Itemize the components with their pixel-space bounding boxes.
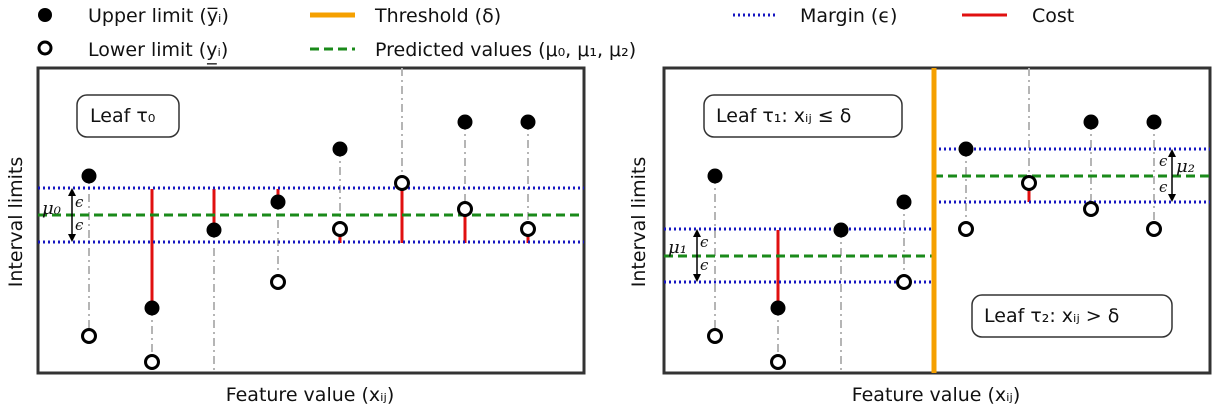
leaf-tau2-box <box>971 294 1173 338</box>
right-eps1-arrow <box>693 229 701 282</box>
upper-point <box>144 300 160 316</box>
arrow-up-icon <box>68 188 76 196</box>
left-panel: μ₀ ϵ ϵ Leaf τ₀ Feature value (xᵢⱼ) Inter… <box>5 66 586 406</box>
legend: Upper limit (y̅ᵢ) Lower limit (y̲ᵢ) Thre… <box>37 5 1074 65</box>
eps1-top-label: ϵ <box>700 233 709 251</box>
upper-point <box>958 141 974 157</box>
upper-point <box>833 222 849 238</box>
legend-upper: Upper limit (y̅ᵢ) <box>38 5 229 27</box>
legend-lower: Lower limit (y̲ᵢ) <box>37 39 228 65</box>
eps-top-label: ϵ <box>75 193 84 211</box>
lower-point <box>394 175 410 191</box>
arrow-up-icon <box>1168 149 1176 157</box>
right-lower-points <box>707 175 1162 370</box>
upper-point <box>770 300 786 316</box>
upper-point <box>457 114 473 130</box>
left-xlabel: Feature value (xᵢⱼ) <box>226 384 395 406</box>
mu0-label: μ₀ <box>42 198 61 219</box>
lower-point <box>707 328 723 344</box>
lower-point <box>520 221 536 237</box>
left-eps-arrow <box>68 188 76 242</box>
arrow-down-icon <box>693 274 701 282</box>
legend-cost: Cost <box>962 5 1074 27</box>
eps2-top-label: ϵ <box>1159 152 1168 170</box>
upper-point <box>520 114 536 130</box>
eps1-bottom-label: ϵ <box>700 256 709 274</box>
mu1-label: μ₁ <box>668 237 687 258</box>
lower-point <box>81 328 97 344</box>
legend-threshold: Threshold (δ) <box>310 5 501 27</box>
lower-point <box>896 274 912 290</box>
lower-point <box>1021 175 1037 191</box>
right-eps2-arrow <box>1168 149 1176 202</box>
leaf-tau2-label: Leaf τ₂: xᵢⱼ > δ <box>984 305 1119 327</box>
upper-point <box>1083 114 1099 130</box>
upper-point <box>206 222 222 238</box>
legend-upper-label: Upper limit (y̅ᵢ) <box>88 5 229 27</box>
right-panel: μ₁ ϵ ϵ μ₂ ϵ ϵ <box>628 66 1212 406</box>
lower-point <box>457 201 473 217</box>
arrow-up-icon <box>693 229 701 237</box>
lower-point <box>332 221 348 237</box>
leaf-tau0-box <box>76 94 180 138</box>
eps-bottom-label: ϵ <box>75 216 84 234</box>
leaf-tau1-label: Leaf τ₁: xᵢⱼ ≤ δ <box>716 105 851 127</box>
mu2-label: μ₂ <box>1176 156 1195 177</box>
lower-point <box>144 354 160 370</box>
upper-point <box>896 194 912 210</box>
upper-point <box>707 168 723 184</box>
legend-lower-label: Lower limit (y̲ᵢ) <box>88 39 228 65</box>
legend-cost-label: Cost <box>1032 5 1074 27</box>
upper-point <box>81 168 97 184</box>
right-ylabel: Interval limits <box>628 157 650 288</box>
lower-point <box>1146 221 1162 237</box>
lower-point <box>270 274 286 290</box>
legend-margin: Margin (ϵ) <box>733 5 897 27</box>
lower-point <box>1083 201 1099 217</box>
right-costs <box>776 189 1031 308</box>
legend-predicted: Predicted values (μ₀, μ₁, μ₂) <box>310 39 636 61</box>
right-upper-points <box>707 114 1162 316</box>
upper-point <box>270 194 286 210</box>
leaf-tau1-box <box>703 94 903 138</box>
legend-threshold-label: Threshold (δ) <box>374 5 501 27</box>
lower-limit-marker-icon <box>37 40 53 56</box>
legend-predicted-label: Predicted values (μ₀, μ₁, μ₂) <box>375 39 636 61</box>
legend-margin-label: Margin (ϵ) <box>800 5 897 27</box>
lower-point <box>770 354 786 370</box>
upper-limit-marker-icon <box>38 8 52 22</box>
upper-point <box>1146 114 1162 130</box>
left-ylabel: Interval limits <box>5 157 27 288</box>
arrow-down-icon <box>68 234 76 242</box>
left-upper-points <box>81 114 536 316</box>
lower-point <box>958 221 974 237</box>
upper-point <box>332 141 348 157</box>
left-lower-points <box>81 175 536 370</box>
leaf-tau0-label: Leaf τ₀ <box>90 105 155 127</box>
right-xlabel: Feature value (xᵢⱼ) <box>852 384 1021 406</box>
eps2-bottom-label: ϵ <box>1159 178 1168 196</box>
arrow-down-icon <box>1168 194 1176 202</box>
